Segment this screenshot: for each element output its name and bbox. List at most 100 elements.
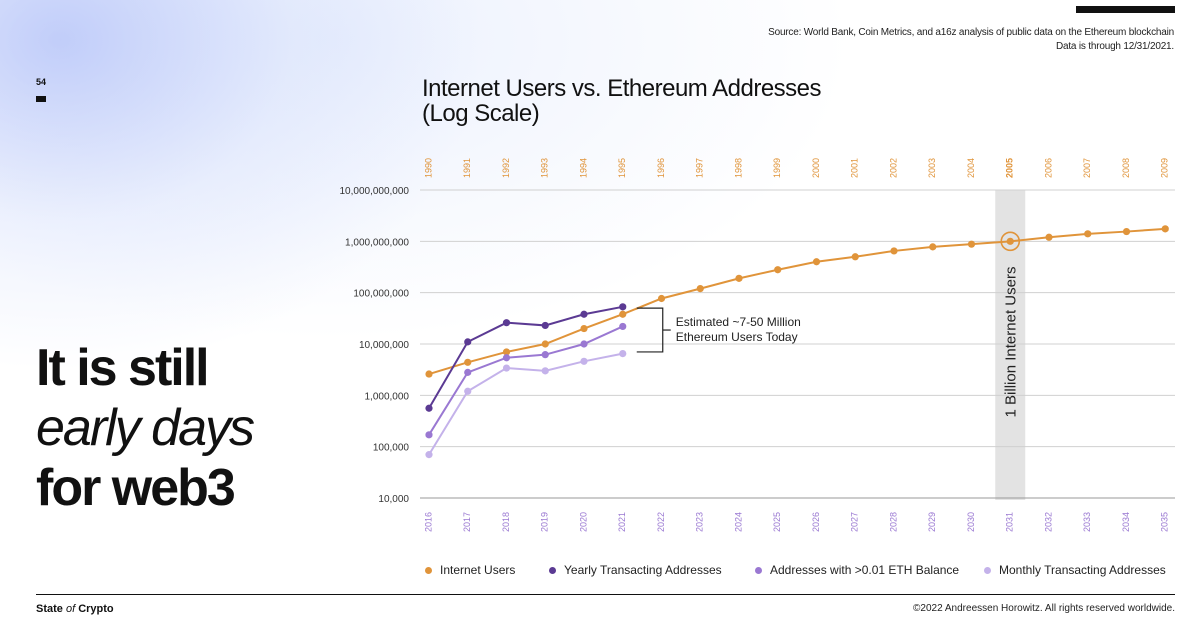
- data-point: [1084, 230, 1092, 238]
- x-bottom-tick-label: 2022: [656, 512, 666, 532]
- annotation-line-2: Ethereum Users Today: [676, 330, 798, 344]
- footer-copyright: ©2022 Andreessen Horowitz. All rights re…: [913, 603, 1175, 614]
- data-point: [1161, 225, 1169, 233]
- y-tick-label: 10,000,000,000: [339, 186, 409, 197]
- data-point: [502, 364, 511, 372]
- x-top-tick-label: 1999: [772, 158, 782, 178]
- legend-label-balance-addresses: Addresses with >0.01 ETH Balance: [770, 563, 960, 577]
- data-point: [812, 258, 821, 266]
- x-top-tick-label: 1995: [617, 158, 627, 178]
- x-bottom-tick-label: 2033: [1082, 512, 1092, 532]
- data-point: [502, 348, 511, 356]
- legend-item-yearly-transacting: Yearly Transacting Addresses: [549, 563, 722, 577]
- y-tick-label: 10,000: [378, 494, 409, 505]
- x-top-tick-label: 1994: [578, 158, 588, 178]
- data-point: [619, 303, 627, 311]
- y-tick-label: 1,000,000: [365, 391, 410, 402]
- footer-brand-a: State: [36, 603, 66, 615]
- x-bottom-tick-label: 2017: [462, 512, 472, 532]
- x-top-tick-label: 2007: [1082, 158, 1092, 178]
- legend-label-yearly-transacting: Yearly Transacting Addresses: [564, 563, 722, 577]
- x-bottom-tick-label: 2025: [772, 512, 782, 532]
- x-bottom-tick-label: 2031: [1005, 512, 1015, 532]
- headline-line-1: It is still: [36, 339, 210, 397]
- page-marker: [36, 96, 46, 102]
- series-line: [428, 227, 1166, 375]
- x-top-tick-label: 1998: [733, 158, 743, 178]
- data-point: [580, 357, 588, 365]
- data-point: [464, 368, 472, 376]
- x-top-tick-label: 1990: [423, 158, 433, 178]
- data-point: [735, 274, 743, 282]
- data-point: [425, 404, 433, 412]
- x-bottom-tick-label: 2018: [501, 512, 511, 532]
- footer-brand-of: of: [65, 603, 76, 615]
- chart-legend: Internet Users Yearly Transacting Addres…: [425, 563, 1185, 581]
- data-point: [774, 266, 782, 274]
- x-bottom-tick-label: 2027: [850, 512, 860, 532]
- data-point: [619, 310, 627, 318]
- source-line-2: Data is through 12/31/2021.: [1055, 41, 1174, 52]
- data-point: [696, 285, 704, 293]
- legend-item-monthly-transacting: Monthly Transacting Addresses: [984, 563, 1166, 577]
- data-point: [502, 354, 511, 362]
- headline-line-3: for web3: [36, 459, 236, 517]
- legend-label-internet-users: Internet Users: [440, 563, 516, 577]
- y-tick-label: 10,000,000: [359, 340, 409, 351]
- data-point: [890, 247, 898, 255]
- annotation-bracket: [636, 307, 664, 353]
- data-point: [464, 358, 472, 366]
- data-point: [464, 338, 472, 346]
- page-number: 54: [36, 77, 47, 87]
- source-note: Source: World Bank, Coin Metrics, and a1…: [768, 26, 1174, 54]
- data-point: [967, 240, 976, 248]
- x-top-tick-label: 1992: [501, 158, 511, 178]
- series-line: [428, 305, 623, 409]
- legend-dot-monthly-transacting: [984, 566, 991, 574]
- data-point: [580, 324, 588, 333]
- data-point: [1045, 233, 1053, 241]
- headline-line-2: early days: [36, 399, 255, 457]
- x-top-tick-label: 1997: [695, 158, 705, 178]
- x-top-tick-label: 2003: [927, 158, 937, 178]
- legend-dot-yearly-transacting: [549, 566, 556, 574]
- x-bottom-tick-label: 2021: [617, 512, 627, 532]
- legend-dot-internet-users: [425, 566, 432, 574]
- data-point: [619, 350, 627, 358]
- x-bottom-tick-label: 2032: [1043, 512, 1053, 532]
- footer-divider: [36, 594, 1175, 595]
- highlight-label: 1 Billion Internet Users: [1002, 267, 1019, 418]
- x-top-tick-label: 2001: [850, 158, 860, 178]
- x-top-tick-label: 2008: [1121, 158, 1131, 178]
- x-bottom-tick-label: 2029: [927, 512, 937, 532]
- x-bottom-tick-label: 2026: [811, 512, 821, 532]
- data-point: [541, 321, 549, 330]
- footer-brand: State of Crypto: [36, 603, 114, 615]
- x-bottom-tick-label: 2028: [888, 512, 898, 532]
- data-point: [657, 294, 666, 303]
- data-point: [541, 351, 549, 359]
- annotation-line-1: Estimated ~7-50 Million: [676, 315, 801, 329]
- top-accent-bar: [1076, 6, 1175, 13]
- chart-title-line-1: Internet Users vs. Ethereum Addresses: [422, 75, 822, 102]
- data-point: [1122, 227, 1131, 236]
- data-point: [425, 370, 433, 378]
- x-bottom-tick-label: 2019: [540, 512, 550, 532]
- x-top-tick-label: 2005: [1005, 158, 1015, 178]
- data-point: [541, 340, 549, 348]
- chart-title: Internet Users vs. Ethereum Addresses (L…: [422, 75, 822, 127]
- x-bottom-tick-label: 2020: [578, 512, 588, 532]
- highlight-ring: [1000, 231, 1021, 252]
- data-point: [929, 243, 937, 251]
- legend-item-balance-addresses: Addresses with >0.01 ETH Balance: [755, 563, 959, 577]
- data-point: [580, 340, 588, 348]
- data-point: [541, 367, 549, 375]
- data-point: [1006, 237, 1014, 245]
- x-bottom-tick-label: 2023: [695, 512, 705, 532]
- x-top-tick-label: 1991: [462, 158, 472, 178]
- legend-item-internet-users: Internet Users: [425, 563, 515, 577]
- x-bottom-tick-label: 2034: [1121, 512, 1131, 532]
- x-top-tick-label: 2002: [888, 158, 898, 178]
- chart-title-line-2: (Log Scale): [422, 100, 540, 127]
